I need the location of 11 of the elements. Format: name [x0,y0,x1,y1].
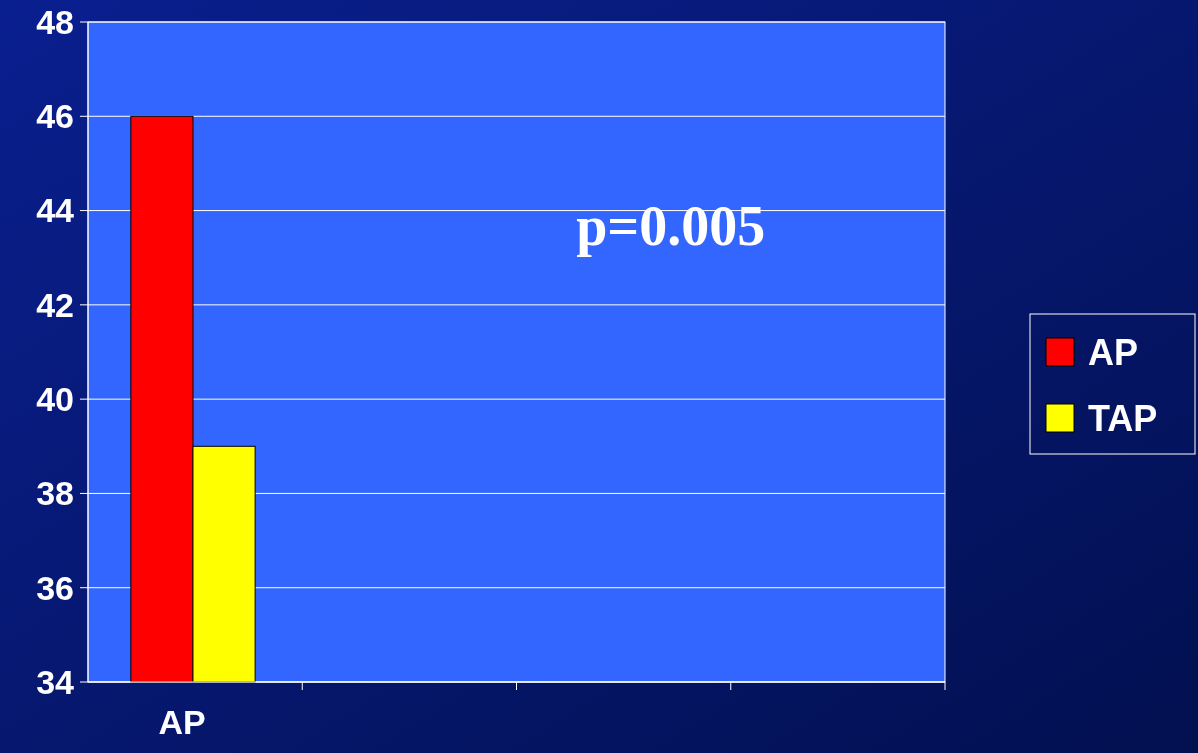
y-tick-label: 48 [36,2,74,41]
y-tick-label: 38 [36,474,74,513]
legend-label: AP [1088,331,1139,373]
y-tick-label: 36 [36,568,74,607]
y-tick-label: 44 [36,191,75,230]
y-tick-label: 42 [36,285,74,324]
y-tick-label: 46 [36,97,74,136]
y-tick-label: 40 [36,380,74,419]
legend-label: TAP [1088,397,1158,439]
y-tick-label: 34 [36,662,75,701]
annotation: p=0.005 [576,195,766,257]
